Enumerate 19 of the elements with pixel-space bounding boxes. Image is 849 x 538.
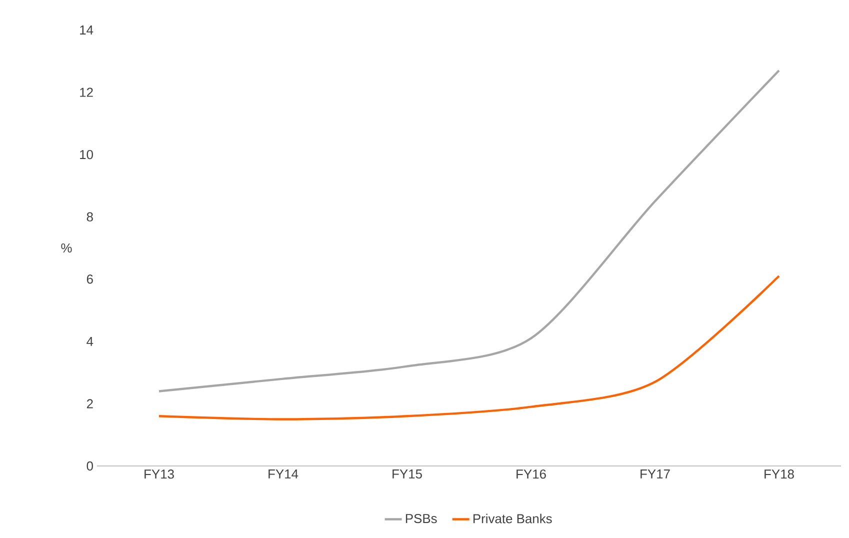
x-tick-label: FY13 xyxy=(144,470,174,479)
line-series xyxy=(158,69,780,392)
legend-label: Private Banks xyxy=(473,514,552,524)
y-tick-label: 12 xyxy=(80,88,93,97)
legend-label: PSBs xyxy=(406,514,437,524)
x-tick-label: FY16 xyxy=(516,470,546,479)
y-tick-label: 6 xyxy=(86,274,93,284)
y-tick-label: 8 xyxy=(86,212,93,222)
x-tick-label: FY17 xyxy=(640,470,670,478)
y-tick-label: 0 xyxy=(86,461,93,471)
x-tick-label: FY18 xyxy=(764,470,794,479)
y-tick-label: 10 xyxy=(80,150,93,160)
x-tick-label: FY15 xyxy=(392,470,422,479)
y-tick-label: 14 xyxy=(80,26,94,34)
y-axis-title: % xyxy=(61,243,72,253)
y-tick-label: 2 xyxy=(86,399,93,408)
x-tick-label: FY14 xyxy=(268,470,298,478)
line-series xyxy=(158,274,780,420)
y-tick-label: 4 xyxy=(86,336,94,346)
